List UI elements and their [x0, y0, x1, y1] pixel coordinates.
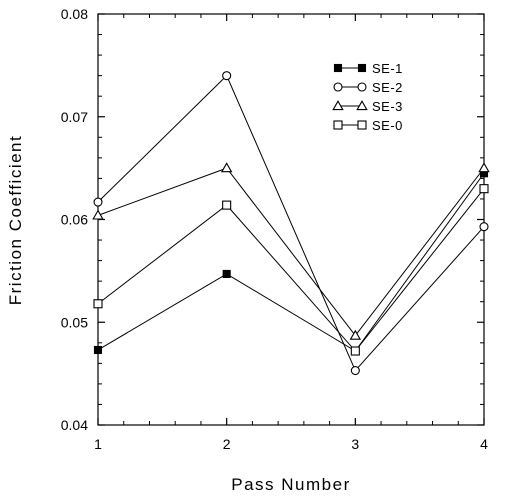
legend-marker [357, 120, 367, 130]
x-tick-label: 4 [480, 436, 488, 452]
data-point-se-2 [93, 197, 103, 207]
legend-label: SE-1 [372, 61, 403, 76]
legend-entry: SE-0 [333, 118, 403, 133]
y-tick-label: 0.06 [61, 212, 88, 228]
data-point-se-2 [222, 71, 232, 81]
x-tick-label: 1 [94, 436, 102, 452]
data-point-se-3 [478, 162, 490, 173]
data-point-se-2 [479, 222, 489, 232]
plot-area [97, 13, 485, 426]
y-tick-label: 0.07 [61, 109, 88, 125]
data-point-se-1 [222, 269, 231, 279]
legend-marker [357, 63, 367, 73]
series-line-se-1 [97, 172, 485, 352]
legend-marker [333, 120, 343, 130]
x-tick-label: 2 [223, 436, 231, 452]
y-tick-label: 0.08 [61, 6, 88, 22]
series-lines [97, 74, 485, 372]
data-point-se-0 [350, 346, 360, 356]
x-axis-title: Pass Number [231, 475, 350, 494]
legend-marker [332, 100, 344, 111]
x-tick-label: 3 [351, 436, 359, 452]
legend-marker [333, 82, 343, 92]
plot-frame [97, 13, 485, 426]
series-markers [92, 71, 490, 376]
data-point-se-3 [349, 329, 362, 340]
y-tick-label: 0.05 [61, 314, 88, 330]
axis-ticks: 0.04 0.05 0.06 0.07 0.08 1 2 3 4 [61, 6, 488, 452]
data-point-se-1 [93, 345, 103, 355]
series-line-se-2 [97, 74, 485, 372]
legend-label: SE-2 [372, 80, 403, 95]
y-tick-label: 0.04 [61, 417, 88, 433]
legend-entry: SE-3 [332, 99, 403, 114]
series-line-se-3 [97, 167, 485, 337]
legend-entry: SE-2 [333, 80, 403, 95]
legend: SE-1 SE-2 SE-3 SE-0 [332, 61, 403, 133]
data-point-se-0 [222, 200, 232, 210]
data-point-se-3 [92, 209, 104, 220]
data-point-se-2 [350, 365, 360, 376]
data-point-se-3 [220, 162, 233, 173]
legend-marker [333, 63, 343, 73]
legend-label: SE-3 [372, 99, 403, 114]
legend-entry: SE-1 [333, 61, 403, 76]
legend-label: SE-0 [372, 118, 403, 133]
legend-marker [357, 82, 367, 92]
y-axis-title: Friction Coefficient [6, 135, 25, 305]
series-line-se-0 [97, 188, 485, 352]
data-point-se-0 [479, 184, 489, 194]
legend-marker [356, 100, 368, 111]
data-point-se-0 [93, 299, 103, 309]
